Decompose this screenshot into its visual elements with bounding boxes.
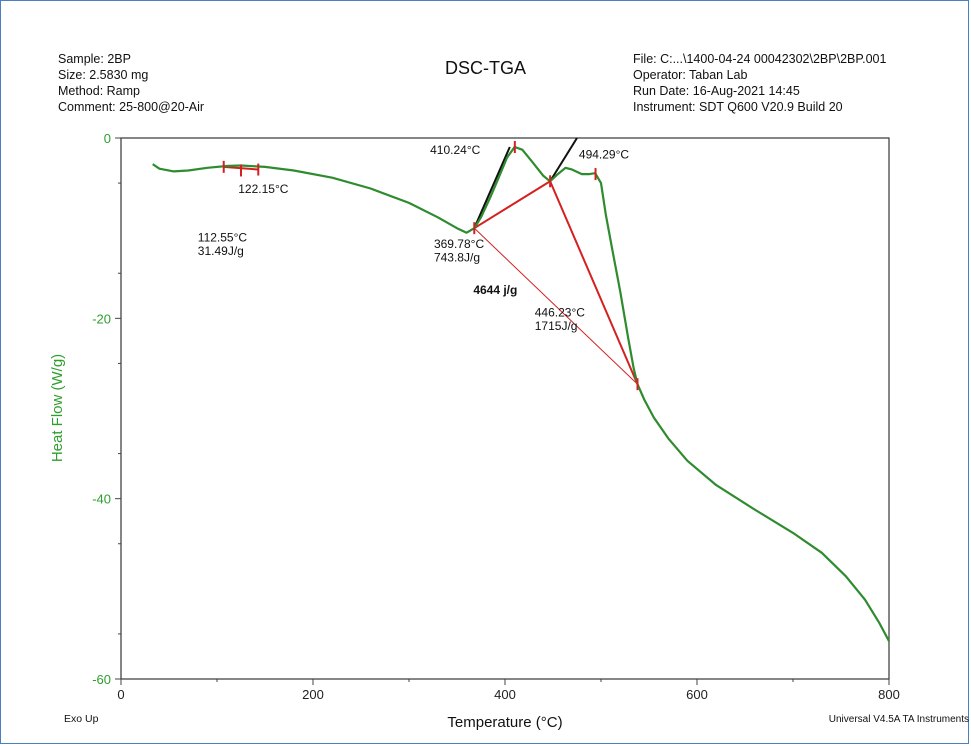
y-tick-label: -60 — [92, 672, 111, 687]
x-tick-label: 600 — [686, 687, 708, 702]
chart-title: DSC-TGA — [445, 58, 526, 78]
annotation-labels: 122.15°C 112.55°C31.49J/g 410.24°C 494.29°C… — [198, 143, 630, 333]
run-info: File: C:...\1400-04-24 00042302\2BP\2BP.… — [633, 51, 886, 115]
annotation-label: 122.15°C — [238, 182, 289, 196]
y-tick-label: -40 — [92, 492, 111, 507]
comment-line: Comment: 25-800@20-Air — [58, 100, 205, 114]
x-tick-label: 200 — [302, 687, 324, 702]
red-analysis-line — [473, 180, 551, 230]
file-line: File: C:...\1400-04-24 00042302\2BP\2BP.… — [633, 52, 887, 66]
x-axis-label: Temperature (°C) — [447, 714, 562, 731]
red-analysis-line — [473, 227, 638, 385]
annotation-label: 410.24°C — [430, 143, 481, 157]
operator-line: Operator: Taban Lab — [633, 68, 748, 82]
annotation-label: 112.55°C — [198, 231, 248, 245]
software-label: Universal V4.5A TA Instruments — [829, 714, 969, 725]
run-date-line: Run Date: 16-Aug-2021 14:45 — [633, 84, 800, 98]
annotation-label: 31.49J/g — [198, 244, 244, 258]
sample-info: Sample: 2BP Size: 2.5830 mg Method: Ramp… — [58, 51, 204, 115]
axis-ticks: 0 200 400 600 800 0 -20 -40 -60 — [92, 131, 900, 702]
sample-line: Sample: 2BP — [58, 52, 131, 66]
analysis-layer — [223, 137, 639, 385]
plot-area — [120, 137, 890, 680]
annotation-label: 4644 j/g — [473, 283, 517, 297]
x-tick-label: 0 — [117, 687, 124, 702]
y-tick-label: -20 — [92, 311, 111, 326]
x-tick-label: 800 — [878, 687, 900, 702]
annotation-label: 446.23°C — [535, 306, 586, 320]
annotation-label: 743.8J/g — [434, 251, 480, 265]
annotation-label: 1715J/g — [535, 319, 578, 333]
red-analysis-line — [549, 180, 639, 385]
x-tick-label: 400 — [494, 687, 516, 702]
exo-up-label: Exo Up — [64, 713, 99, 725]
instrument-line: Instrument: SDT Q600 V20.9 Build 20 — [633, 100, 843, 114]
heat-flow-curve — [152, 145, 890, 642]
size-line: Size: 2.5830 mg — [58, 68, 149, 82]
black-analysis-line — [473, 146, 511, 229]
annotation-label: 369.78°C — [434, 237, 485, 251]
annotation-label: 494.29°C — [579, 148, 630, 162]
y-tick-label: 0 — [104, 131, 111, 146]
method-line: Method: Ramp — [58, 84, 140, 98]
analysis-markers — [222, 141, 639, 391]
black-analysis-line — [549, 137, 578, 182]
y-axis-label: Heat Flow (W/g) — [49, 354, 66, 462]
